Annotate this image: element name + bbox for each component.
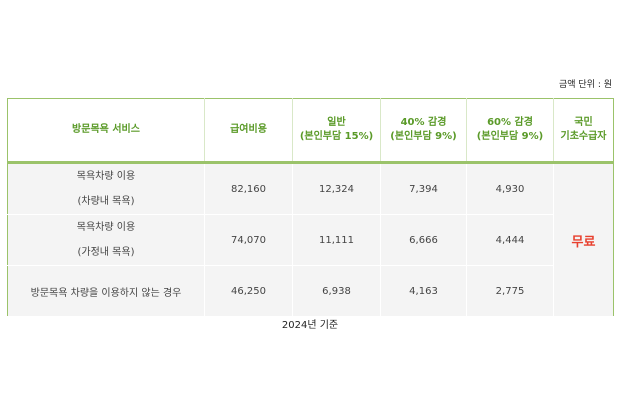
service-cell: 방문목욕 차량을 이용하지 않는 경우 bbox=[7, 265, 205, 317]
cost-cell: 46,250 bbox=[204, 265, 293, 317]
table-row: 목욕차량 이용 (차량내 목욕) 82,160 12,324 7,394 4,9… bbox=[7, 162, 614, 317]
header-general: 일반 (본인부담 15%) bbox=[292, 98, 381, 164]
header-40-reduction: 40% 감경 (본인부담 9%) bbox=[380, 98, 467, 164]
general-cell: 6,938 bbox=[292, 265, 381, 317]
table-header-row: 방문목욕 서비스 급여비용 일반 (본인부담 15%) 40% 감경 (본인부담… bbox=[7, 98, 614, 164]
footnote: 2024년 기준 bbox=[281, 320, 339, 331]
cost-cell: 74,070 bbox=[204, 214, 293, 266]
service-cell: 목욕차량 이용 (가정내 목욕) bbox=[7, 214, 205, 266]
header-60-reduction: 60% 감경 (본인부담 9%) bbox=[466, 98, 554, 164]
bathing-fee-table: 방문목욕 서비스 급여비용 일반 (본인부담 15%) 40% 감경 (본인부담… bbox=[7, 98, 614, 317]
r60-cell: 4,930 bbox=[466, 162, 554, 215]
header-service: 방문목욕 서비스 bbox=[7, 98, 205, 164]
r60-cell: 4,444 bbox=[466, 214, 554, 266]
unit-label: 금액 단위 : 원 bbox=[558, 80, 612, 90]
r40-cell: 4,163 bbox=[380, 265, 467, 317]
free-cell: 무료 bbox=[553, 162, 614, 317]
cost-cell: 82,160 bbox=[204, 162, 293, 215]
service-cell: 목욕차량 이용 (차량내 목욕) bbox=[7, 162, 205, 215]
general-cell: 11,111 bbox=[292, 214, 381, 266]
general-cell: 12,324 bbox=[292, 162, 381, 215]
table-row: 방문목욕 차량을 이용하지 않는 경우 46,250 6,938 4,163 2… bbox=[7, 265, 614, 317]
table-row: 목욕차량 이용 (가정내 목욕) 74,070 11,111 6,666 4,4… bbox=[7, 214, 614, 266]
r40-cell: 6,666 bbox=[380, 214, 467, 266]
header-cost: 급여비용 bbox=[204, 98, 293, 164]
r40-cell: 7,394 bbox=[380, 162, 467, 215]
header-basic-recipient: 국민 기초수급자 bbox=[553, 98, 614, 164]
r60-cell: 2,775 bbox=[466, 265, 554, 317]
